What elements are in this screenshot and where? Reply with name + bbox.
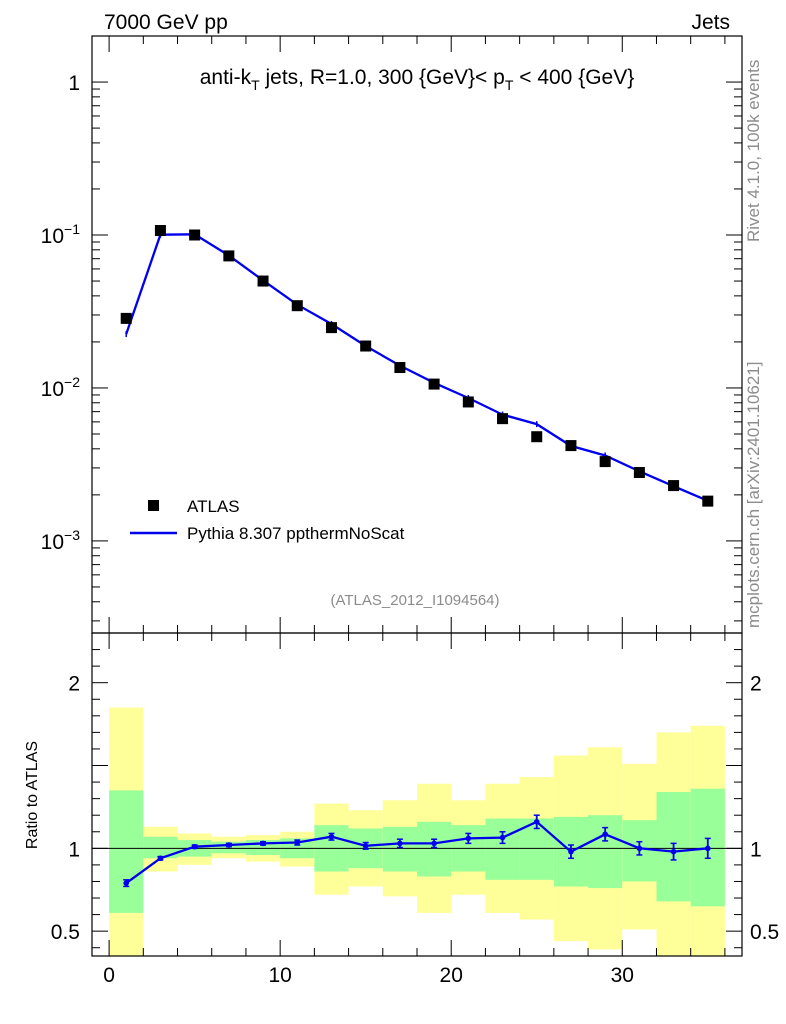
data-point xyxy=(189,229,201,241)
ratio-y-tick-label: 2 xyxy=(68,673,80,696)
ratio-y-tick-label-right: 0.5 xyxy=(750,921,779,944)
x-tick-label: 20 xyxy=(440,964,463,987)
ratio-mc-point xyxy=(602,831,608,838)
ratio-y-tick-label-right: 2 xyxy=(750,673,762,696)
y-tick-label: 10−2 xyxy=(41,374,81,401)
mc-curve xyxy=(125,233,709,502)
main-y-ticks: 1 10−1 10−2 10−3 xyxy=(41,35,742,622)
ratio-mc-point xyxy=(260,840,266,847)
mcplots-label: mcplots.cern.ch [arXiv:2401.10621] xyxy=(744,362,763,628)
data-point xyxy=(668,480,680,492)
chart-title: anti-kT jets, R=1.0, 300 {GeV}< pT < 400… xyxy=(200,66,635,93)
ratio-mc-point xyxy=(397,840,403,847)
x-tick-label: 30 xyxy=(611,964,634,987)
main-frame xyxy=(91,35,743,634)
ratio-mc-point xyxy=(123,880,130,886)
ratio-mc-point xyxy=(568,848,574,855)
ratio-ylabel: Ratio to ATLAS xyxy=(24,741,41,849)
data-point xyxy=(531,431,543,443)
analysis-id: (ATLAS_2012_I1094564) xyxy=(330,592,499,609)
ratio-y-ticks: 0.5 0.5 1 1 2 2 xyxy=(51,632,779,949)
data-point xyxy=(120,312,132,324)
x-tick-label: 10 xyxy=(268,964,291,987)
y-tick-label: 10−3 xyxy=(41,527,81,554)
ratio-y-tick-label: 0.5 xyxy=(51,921,80,944)
y-tick-label: 10−1 xyxy=(41,221,81,248)
ratio-x-ticks: 0 10 20 30 xyxy=(103,633,726,987)
process-label: Jets xyxy=(691,11,730,34)
data-point xyxy=(394,362,406,374)
y-tick-label: 1 xyxy=(68,72,80,95)
ratio-mc-point xyxy=(704,845,711,852)
legend-mc-label: Pythia 8.307 ppthermNoScat xyxy=(187,524,405,543)
data-point xyxy=(599,456,611,468)
data-point xyxy=(223,250,235,262)
ratio-band-inner xyxy=(417,821,452,877)
ratio-band-inner xyxy=(109,790,144,913)
ratio-mc-point xyxy=(328,833,335,840)
data-point xyxy=(257,275,269,287)
ratio-mc-point xyxy=(157,855,164,862)
ratio-band-inner xyxy=(143,836,178,859)
ratio-band-inner xyxy=(382,826,417,872)
data-point xyxy=(565,440,577,452)
data-point xyxy=(428,378,440,390)
data-point xyxy=(325,322,337,334)
main-plot-marks xyxy=(120,225,714,507)
legend-data-marker xyxy=(148,500,159,511)
ratio-bands xyxy=(109,707,725,956)
data-point xyxy=(462,396,474,408)
data-point xyxy=(702,495,714,507)
ratio-mc-point xyxy=(362,843,369,849)
x-tick-label: 0 xyxy=(103,964,115,987)
ratio-mc-point xyxy=(533,819,540,825)
main-panel: 1 10−1 10−2 10−3 anti-kT jets, R=1.0, 300 {… xyxy=(41,35,743,634)
ratio-mc-point xyxy=(226,842,232,848)
ratio-y-tick-label: 1 xyxy=(68,838,80,861)
ratio-band-inner xyxy=(485,818,520,880)
ratio-mc-point xyxy=(499,834,506,841)
ratio-panel: 0.5 0.5 1 1 2 2 0 10 20 30 Ratio to ATLAS xyxy=(24,632,779,987)
ratio-y-tick-label-right: 1 xyxy=(750,838,762,861)
ratio-mc-point xyxy=(465,835,472,842)
data-point xyxy=(497,413,509,425)
ratio-mc-point xyxy=(431,840,437,847)
ratio-mc-point xyxy=(294,839,301,846)
ratio-mc-point xyxy=(670,848,677,855)
ratio-mc-point xyxy=(636,845,643,852)
energy-label: 7000 GeV pp xyxy=(104,11,228,34)
data-point xyxy=(360,340,372,352)
data-point xyxy=(291,300,303,312)
ratio-mc-curve xyxy=(125,820,708,885)
ratio-mc-point xyxy=(191,843,198,850)
ratio-marks xyxy=(123,814,711,888)
ratio-band-inner xyxy=(588,815,623,889)
legend: ATLAS Pythia 8.307 ppthermNoScat xyxy=(130,497,405,543)
legend-data-label: ATLAS xyxy=(187,497,240,516)
rivet-label: Rivet 4.1.0, 100k events xyxy=(744,60,763,242)
data-point xyxy=(633,467,645,479)
data-point xyxy=(154,225,166,237)
main-x-ticks xyxy=(108,36,726,633)
